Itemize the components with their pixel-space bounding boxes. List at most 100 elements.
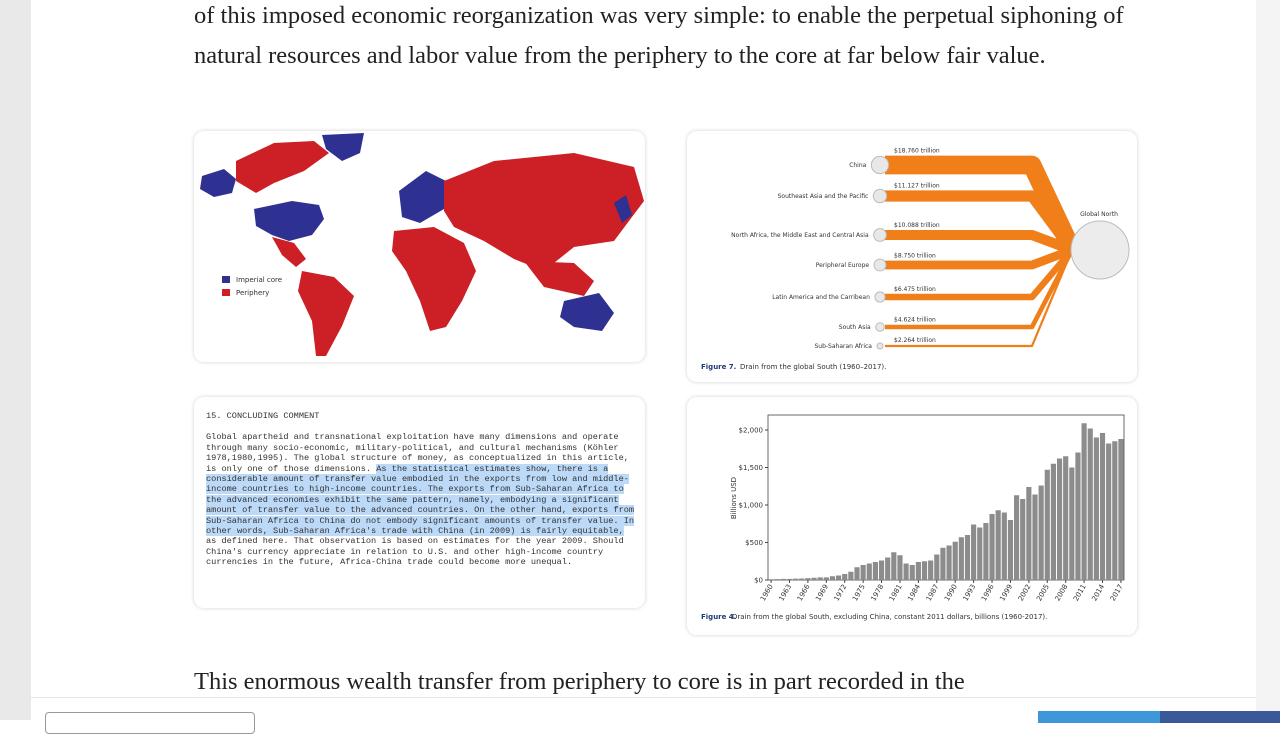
bar [805,578,811,580]
source-node [876,342,884,350]
bar [958,537,964,580]
x-tick-label: 1972 [833,583,849,602]
source-label: China [849,162,866,169]
source-label: North Africa, the Middle East and Centra… [731,232,869,239]
source-node [873,228,887,242]
bar [836,575,842,580]
y-tick-label: $1,000 [739,502,764,510]
flow-link [885,190,1077,254]
bar [1001,512,1007,580]
x-tick-label: 2011 [1072,583,1088,602]
bar [780,578,786,580]
region [200,169,236,197]
value-label: $2.264 trillion [894,337,936,344]
caption-label: Figure 7. [701,363,736,371]
bar [872,562,878,580]
bar [983,523,989,580]
bar [829,576,836,580]
side-margin [1256,0,1280,720]
value-label: $6.475 trillion [894,286,936,293]
bar [817,577,823,580]
bar [786,578,793,580]
source-node [870,155,890,175]
bar [768,579,774,580]
bar [854,567,860,580]
bar [1087,428,1093,580]
x-tick-label: 2005 [1035,583,1051,602]
x-tick-label: 1966 [796,583,812,603]
flow-link [885,229,1074,255]
bar [989,514,995,580]
source-node [872,188,888,204]
share-button[interactable] [1038,711,1160,723]
bar [891,552,897,580]
bar [1069,467,1075,580]
source-node [874,291,886,303]
flow-link [885,248,1075,330]
bar [1026,487,1032,580]
bar-card: Figure 4. Drain from the global South, e… [687,397,1137,635]
paragraph: of this imposed economic reorganization … [194,2,1124,69]
bar [793,578,799,580]
x-tick-label: 1978 [869,583,885,602]
bar [940,547,946,580]
value-label: $8.750 trillion [894,253,936,260]
legend-label: Periphery [236,289,269,297]
flow-card: Figure 7. Drain from the global South (1… [687,131,1137,382]
bar [823,577,829,580]
bar [977,527,983,580]
bar [878,560,885,580]
excerpt-text: Global apartheid and transnational explo… [206,432,635,567]
region [272,237,306,267]
region [444,153,644,271]
highlight: As the statistical estimates show, there… [206,463,635,537]
region [254,201,324,241]
bar [860,565,866,580]
region [236,141,329,193]
bar [866,563,872,580]
y-axis-label: Billions USD [730,477,738,519]
bar [1081,423,1087,580]
region [399,171,446,223]
bar [1093,437,1099,580]
bar [897,555,903,580]
bar [1106,443,1112,580]
flow-diagram: Figure 7. Drain from the global South (1… [701,148,1130,371]
bar [995,510,1001,580]
bar [1099,433,1106,580]
value-label: $18.760 trillion [894,148,940,155]
bar [1020,499,1026,580]
bar [1044,469,1050,580]
x-tick-label: 1969 [814,583,830,602]
side-margin [0,0,31,720]
source-node [873,258,887,272]
x-tick-label: 1987 [925,583,941,602]
world-map: Imperial core Periphery [200,133,644,356]
bar [1050,463,1056,580]
bar [971,524,977,580]
y-tick-label: $0 [754,577,763,585]
region [298,271,354,356]
y-tick-label: $2,000 [739,427,764,435]
bar [1112,441,1118,580]
flow-link [885,245,1074,270]
flow-link [885,247,1075,301]
bar [1038,485,1044,580]
target-node [1070,220,1130,280]
source-label: Sub-Saharan Africa [814,343,872,350]
bar [921,561,928,580]
bar [934,554,940,580]
bar [928,560,934,580]
share-button[interactable] [1160,711,1280,723]
source-label: South Asia [839,324,871,331]
region [524,261,594,296]
x-tick-label: 1999 [998,583,1014,602]
bar [915,562,921,580]
x-tick-label: 2014 [1090,583,1106,603]
button[interactable] [45,712,255,734]
target-label: Global North [1080,211,1118,218]
x-tick-label: 1960 [759,583,775,602]
caption: Drain from the global South (1960–2017). [740,363,886,371]
map-card: Imperial core Periphery [194,131,645,362]
